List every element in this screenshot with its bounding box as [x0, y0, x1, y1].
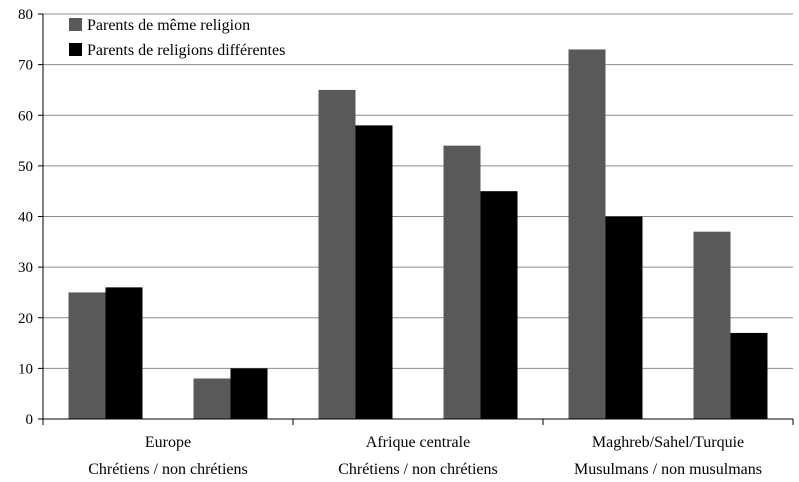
y-tick-label: 0 [26, 412, 34, 428]
y-axis-tick-labels: 0 10 20 30 40 50 60 70 80 [18, 7, 33, 428]
legend: Parents de même religion Parents de relig… [69, 17, 285, 59]
bar-different-religions [605, 216, 643, 419]
bar-same-religion [318, 89, 356, 419]
group-sublabel: Chrétiens / non chrétiens [88, 461, 248, 478]
bars [68, 49, 768, 419]
y-tick-label: 30 [18, 260, 33, 276]
axes [38, 13, 794, 425]
group-label: Afrique centrale [366, 434, 470, 451]
legend-label: Parents de religions différentes [87, 42, 285, 59]
gridlines [43, 13, 793, 369]
bar-different-religions [105, 287, 143, 419]
bar-same-religion [193, 378, 231, 419]
bar-same-religion [693, 231, 731, 419]
y-tick-label: 60 [18, 108, 33, 124]
y-tick-label: 70 [18, 58, 33, 74]
y-tick-label: 40 [18, 210, 33, 226]
bar-same-religion [568, 49, 606, 419]
group-label: Europe [145, 434, 191, 451]
bar-different-religions [480, 191, 518, 419]
legend-swatch [69, 18, 82, 31]
x-axis-labels: Europe Chrétiens / non chrétiens Afrique c… [88, 434, 762, 478]
group-sublabel: Chrétiens / non chrétiens [338, 461, 498, 478]
y-tick-label: 20 [18, 311, 33, 327]
group-label: Maghreb/Sahel/Turquie [592, 434, 744, 451]
bar-same-religion [68, 292, 106, 419]
bar-different-religions [355, 125, 393, 419]
legend-swatch [69, 43, 82, 56]
y-tick-label: 80 [18, 7, 33, 23]
bar-different-religions [730, 332, 768, 419]
y-tick-label: 10 [18, 361, 33, 377]
bar-same-religion [443, 145, 481, 419]
group-sublabel: Musulmans / non musulmans [574, 461, 762, 478]
bar-different-religions [230, 368, 268, 419]
y-tick-label: 50 [18, 159, 33, 175]
legend-label: Parents de même religion [87, 17, 250, 34]
